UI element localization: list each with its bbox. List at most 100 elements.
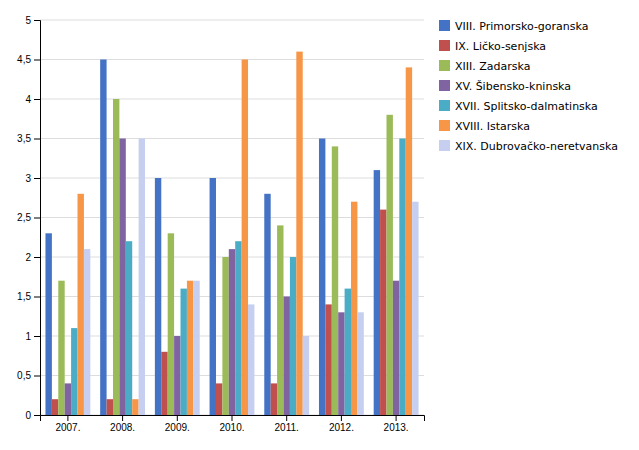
y-tick-label: 0 bbox=[25, 410, 31, 421]
bar bbox=[126, 241, 132, 415]
legend-item: XV. Šibensko-kninska bbox=[439, 80, 571, 93]
grid-line bbox=[40, 217, 424, 218]
y-tick: 4,5 bbox=[17, 54, 40, 65]
x-tick-label: 2011. bbox=[275, 422, 299, 433]
bar-series bbox=[45, 60, 380, 416]
bar-series bbox=[58, 99, 393, 415]
x-tick-mark bbox=[122, 415, 123, 421]
legend-label: XIX. Dubrovačko-neretvanska bbox=[455, 140, 618, 153]
bar bbox=[380, 210, 386, 415]
x-tick-mark bbox=[286, 415, 287, 421]
x-axis: 2007. 2008. 2009. 2010. 2011. 2012. 2013. bbox=[41, 415, 425, 433]
legend-swatch bbox=[439, 120, 450, 131]
legend-item: IX. Ličko-senjska bbox=[439, 40, 546, 53]
legend-swatch bbox=[439, 40, 450, 51]
bar bbox=[332, 146, 338, 415]
x-tick-mark bbox=[67, 415, 68, 421]
bar bbox=[283, 297, 289, 416]
x-tick-label: 2010. bbox=[219, 422, 244, 433]
bar bbox=[187, 281, 193, 415]
legend-label: XIII. Zadarska bbox=[455, 60, 530, 73]
bar bbox=[78, 194, 84, 415]
x-tick: 2010. bbox=[219, 415, 244, 433]
x-tick: 2011. bbox=[275, 415, 299, 433]
y-tick-label: 2 bbox=[25, 252, 31, 263]
legend-label: XV. Šibensko-kninska bbox=[455, 80, 571, 93]
legend-item: XVII. Splitsko-dalmatinska bbox=[439, 100, 598, 113]
y-tick-mark bbox=[34, 218, 40, 219]
bar bbox=[139, 139, 145, 416]
y-tick-label: 5 bbox=[25, 15, 31, 26]
bar bbox=[216, 383, 222, 415]
bar bbox=[174, 336, 180, 415]
legend-label: XVIII. Istarska bbox=[455, 120, 530, 133]
bar-series bbox=[65, 139, 400, 416]
grid-line bbox=[40, 20, 424, 21]
bar bbox=[168, 233, 174, 415]
legend-item: VIII. Primorsko-goranska bbox=[439, 20, 588, 33]
legend-label: IX. Ličko-senjska bbox=[455, 40, 546, 53]
legend-swatch bbox=[439, 140, 450, 151]
x-tick-label: 2007. bbox=[55, 422, 80, 433]
y-tick-label: 1,5 bbox=[17, 291, 31, 302]
y-tick-mark bbox=[34, 139, 40, 140]
y-tick-mark bbox=[34, 20, 40, 21]
bar bbox=[229, 249, 235, 415]
x-tick-label: 2012. bbox=[329, 422, 354, 433]
bar bbox=[235, 241, 241, 415]
x-tick-label: 2008. bbox=[110, 422, 135, 433]
bar bbox=[100, 60, 106, 416]
bar bbox=[386, 115, 392, 415]
x-tick-mark bbox=[232, 415, 233, 421]
bar bbox=[71, 328, 77, 415]
y-axis: 0 0,5 1 1,5 2 2,5 3 3,5 4 4,5 5 bbox=[17, 15, 40, 421]
bar bbox=[374, 170, 380, 415]
x-tick: 2013. bbox=[384, 415, 409, 433]
plot: 0 0,5 1 1,5 2 2,5 3 3,5 4 4,5 5 2007. 2008. 2009. 2010… bbox=[17, 15, 424, 433]
grid-line bbox=[40, 178, 424, 179]
y-tick-label: 3,5 bbox=[17, 133, 31, 144]
y-tick-mark bbox=[34, 178, 40, 179]
y-tick: 1 bbox=[25, 331, 40, 342]
bar bbox=[271, 383, 277, 415]
bar bbox=[107, 399, 113, 415]
legend-item: XIII. Zadarska bbox=[439, 60, 530, 73]
bar bbox=[357, 312, 363, 415]
bar-series bbox=[71, 139, 406, 416]
y-tick: 0 bbox=[25, 410, 40, 421]
x-axis-line bbox=[41, 416, 425, 422]
bar bbox=[210, 178, 216, 415]
x-tick: 2008. bbox=[110, 415, 135, 433]
bar bbox=[393, 281, 399, 415]
bar bbox=[119, 139, 125, 416]
y-tick-mark bbox=[34, 297, 40, 298]
bar bbox=[132, 399, 138, 415]
y-tick: 0,5 bbox=[17, 370, 40, 381]
legend-swatch bbox=[439, 100, 450, 111]
bar bbox=[248, 304, 254, 415]
legend-swatch bbox=[439, 60, 450, 71]
bar bbox=[113, 99, 119, 415]
grid bbox=[40, 20, 424, 415]
x-tick: 2009. bbox=[165, 415, 190, 433]
bar bbox=[155, 178, 161, 415]
grid-line bbox=[40, 138, 424, 139]
bar bbox=[338, 312, 344, 415]
legend-swatch bbox=[439, 80, 450, 91]
x-tick: 2007. bbox=[55, 415, 80, 433]
y-tick: 2 bbox=[25, 252, 40, 263]
x-tick-mark bbox=[396, 415, 397, 421]
bar bbox=[319, 139, 325, 416]
x-tick-label: 2009. bbox=[165, 422, 190, 433]
y-tick: 2,5 bbox=[17, 212, 40, 223]
y-tick-label: 3 bbox=[25, 173, 31, 184]
bar bbox=[351, 202, 357, 415]
x-tick: 2012. bbox=[329, 415, 354, 433]
legend-item: XIX. Dubrovačko-neretvanska bbox=[439, 140, 618, 153]
chart: 0 0,5 1 1,5 2 2,5 3 3,5 4 4,5 5 2007. 2008. 2009. 2010… bbox=[0, 0, 639, 450]
bar bbox=[58, 281, 64, 415]
y-tick-label: 0,5 bbox=[17, 370, 31, 381]
y-axis-line bbox=[34, 21, 41, 416]
y-tick-label: 4 bbox=[25, 94, 31, 105]
bar-series bbox=[84, 139, 419, 416]
